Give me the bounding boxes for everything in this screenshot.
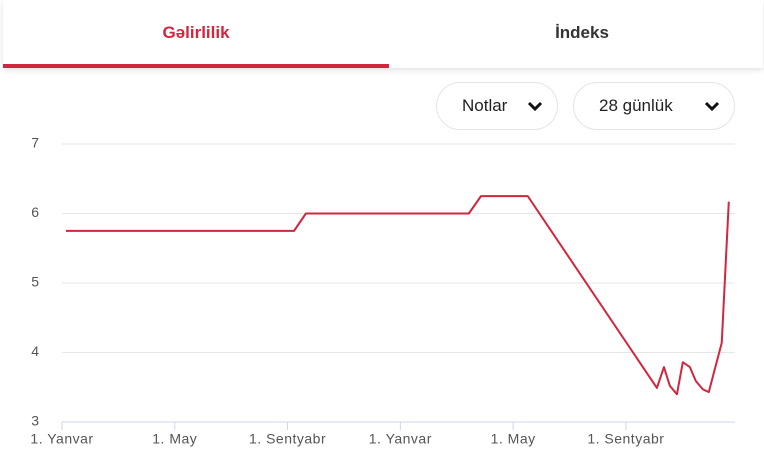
chevron-icon	[527, 101, 543, 112]
x-tick-label: 1. May	[491, 431, 536, 447]
line-series	[65, 195, 730, 396]
x-tick-label: 1. Sentyabr	[249, 431, 326, 447]
y-tick-label: 7	[31, 135, 39, 151]
x-tick-label: 1. Sentyabr	[587, 431, 664, 447]
dropdown[interactable]: Notlar	[436, 82, 558, 130]
x-tick-label: 1. Yanvar	[369, 431, 432, 447]
y-tick-label: 3	[31, 413, 39, 429]
x-tick-label: 1. May	[152, 431, 197, 447]
tab[interactable]: İndeks	[555, 23, 609, 42]
dropdown-label: 28 günlük	[599, 96, 673, 115]
chevron-icon	[704, 101, 720, 112]
y-tick-label: 6	[31, 204, 39, 220]
tab[interactable]: Gəlirlilik	[3, 0, 389, 68]
dropdown-label: Notlar	[462, 96, 508, 115]
y-tick-label: 5	[31, 274, 39, 290]
dropdown[interactable]: 28 günlük	[573, 82, 735, 130]
tab-bar: Gəlirlilik İndeks	[3, 0, 763, 68]
x-tick-label: 1. Yanvar	[30, 431, 93, 447]
y-tick-label: 4	[31, 343, 39, 359]
